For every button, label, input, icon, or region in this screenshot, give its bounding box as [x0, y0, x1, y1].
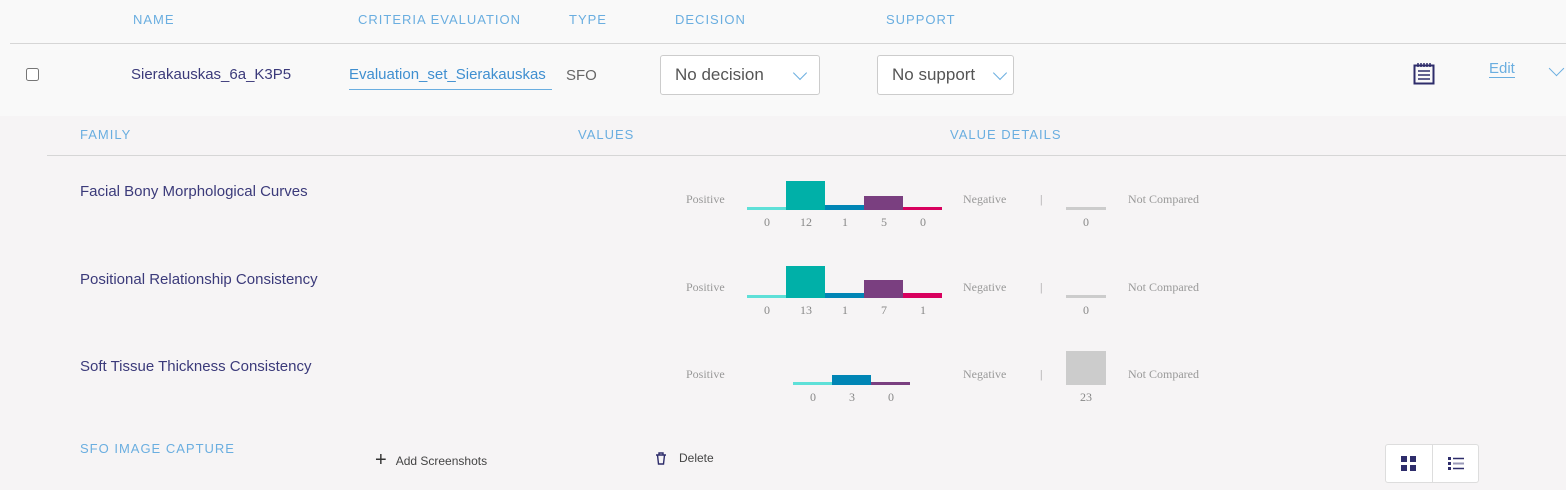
detail-panel	[0, 116, 1566, 490]
not-compared-count: 0	[1083, 303, 1089, 317]
header-support: SUPPORT	[886, 12, 956, 27]
family-name: Positional Relationship Consistency	[80, 271, 318, 288]
value-bar	[903, 207, 942, 210]
separator: |	[1040, 367, 1043, 381]
list-icon	[1447, 457, 1464, 470]
not-compared-count: 0	[1083, 215, 1089, 229]
separator: |	[1040, 192, 1043, 206]
value-count: 1	[842, 303, 848, 317]
add-screenshots-button[interactable]: + Add Screenshots	[375, 449, 487, 472]
header-value-details: VALUE DETAILS	[950, 127, 1062, 142]
header-values: VALUES	[578, 127, 635, 142]
value-bar	[825, 292, 864, 298]
positive-label: Positive	[686, 280, 725, 294]
value-bar	[864, 279, 903, 298]
value-bar	[871, 382, 910, 385]
header-name: NAME	[133, 12, 175, 27]
value-count: 5	[881, 215, 887, 229]
value-bar	[793, 382, 832, 385]
value-chart	[747, 258, 942, 298]
edit-link[interactable]: Edit	[1489, 60, 1515, 78]
not-compared-count: 23	[1080, 390, 1092, 404]
support-value: No support	[892, 65, 976, 84]
value-count: 0	[764, 303, 770, 317]
value-bar	[786, 180, 825, 210]
value-count: 0	[888, 390, 894, 404]
value-bar	[786, 266, 825, 298]
value-bar	[747, 207, 786, 210]
value-chart	[747, 170, 942, 210]
decision-value: No decision	[675, 65, 764, 84]
chevron-down-icon	[992, 65, 1008, 80]
not-compared-label: Not Compared	[1128, 367, 1199, 381]
view-toggle	[1385, 444, 1479, 483]
value-bar	[832, 375, 871, 385]
row-type: SFO	[566, 67, 597, 84]
add-screenshots-label: Add Screenshots	[395, 453, 488, 468]
family-name: Soft Tissue Thickness Consistency	[80, 358, 312, 375]
value-count: 0	[920, 215, 926, 229]
value-count: 13	[800, 303, 812, 317]
chevron-down-icon	[792, 65, 808, 80]
header-criteria: CRITERIA EVALUATION	[358, 12, 521, 27]
value-count: 0	[764, 215, 770, 229]
capture-title: SFO IMAGE CAPTURE	[80, 441, 235, 456]
trash-icon	[656, 451, 666, 465]
separator: |	[1040, 280, 1043, 294]
value-count: 12	[800, 215, 812, 229]
divider	[47, 155, 1566, 156]
row-name: Sierakauskas_6a_K3P5	[131, 66, 292, 83]
value-chart	[793, 345, 910, 385]
negative-label: Negative	[963, 280, 1007, 294]
criteria-input[interactable]: Evaluation_set_Sierakauskas	[349, 66, 552, 90]
negative-label: Negative	[963, 192, 1007, 206]
delete-label: Delete	[679, 451, 714, 465]
not-compared-bar	[1066, 295, 1106, 298]
list-view-button[interactable]	[1433, 445, 1478, 482]
notes-icon[interactable]	[1413, 62, 1435, 85]
value-bar	[825, 204, 864, 210]
value-count: 1	[842, 215, 848, 229]
not-compared-label: Not Compared	[1128, 280, 1199, 294]
value-count: 1	[920, 303, 926, 317]
delete-button[interactable]: Delete	[655, 451, 714, 465]
not-compared-label: Not Compared	[1128, 192, 1199, 206]
family-name: Facial Bony Morphological Curves	[80, 183, 308, 200]
support-select[interactable]: No support	[877, 55, 1014, 95]
header-family: FAMILY	[80, 127, 132, 142]
grid-view-button[interactable]	[1386, 445, 1433, 482]
header-type: TYPE	[569, 12, 607, 27]
value-count: 3	[849, 390, 855, 404]
value-count: 7	[881, 303, 887, 317]
not-compared-bar	[1066, 207, 1106, 210]
value-count: 0	[810, 390, 816, 404]
value-bar	[864, 196, 903, 210]
positive-label: Positive	[686, 367, 725, 381]
positive-label: Positive	[686, 192, 725, 206]
negative-label: Negative	[963, 367, 1007, 381]
header-decision: DECISION	[675, 12, 746, 27]
value-bar	[903, 292, 942, 298]
plus-icon: +	[375, 449, 387, 471]
value-bar	[747, 295, 786, 298]
decision-select[interactable]: No decision	[660, 55, 820, 95]
not-compared-bar	[1066, 351, 1106, 385]
grid-icon	[1401, 455, 1416, 471]
row-checkbox[interactable]	[26, 68, 39, 81]
